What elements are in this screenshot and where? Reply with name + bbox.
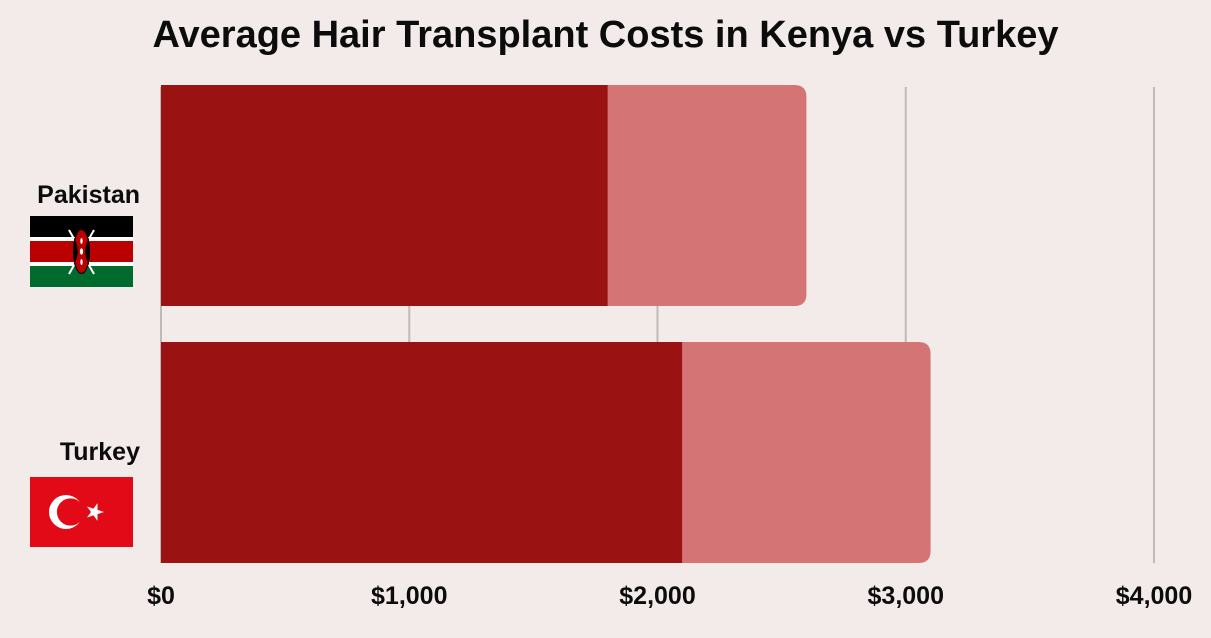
x-tick-label: $1,000 <box>371 582 447 610</box>
x-tick-label: $3,000 <box>868 582 944 610</box>
turkey-flag-icon <box>30 477 133 548</box>
bar-segment <box>161 342 683 563</box>
kenya-flag-icon <box>30 216 133 287</box>
bars <box>161 85 931 563</box>
bar-segment <box>161 85 608 306</box>
chart-title: Average Hair Transplant Costs in Kenya v… <box>152 14 1059 56</box>
x-tick-label: $0 <box>147 582 175 610</box>
x-tick-label: $2,000 <box>619 582 695 610</box>
category-label-pakistan: Pakistan <box>37 181 140 209</box>
category-label-turkey: Turkey <box>59 438 140 466</box>
x-axis: $0 $1,000 $2,000 $3,000 $4,000 <box>147 582 1192 610</box>
bar-segment <box>682 342 931 563</box>
bar-segment <box>607 85 807 306</box>
x-tick-label: $4,000 <box>1116 582 1192 610</box>
